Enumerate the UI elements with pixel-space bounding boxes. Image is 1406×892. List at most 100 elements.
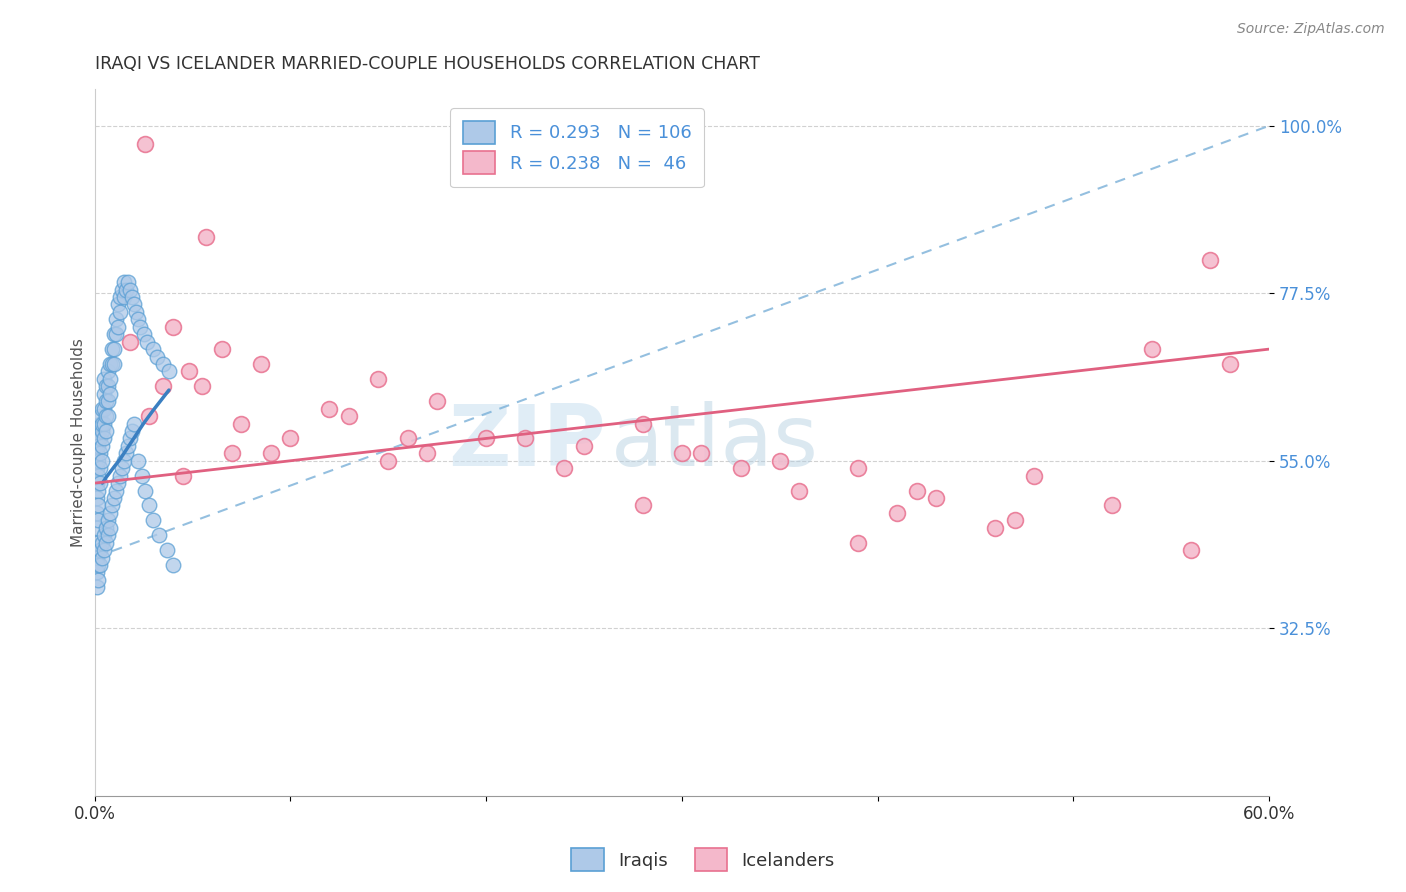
Point [221, 446, 243, 460]
Point [157, 364, 180, 378]
Point [108, 290, 131, 304]
Point [134, 483, 156, 498]
Point [337, 409, 360, 423]
Point [925, 491, 948, 505]
Point [138, 409, 160, 423]
Point [87, 483, 110, 498]
Point [98, 386, 121, 401]
Point [105, 327, 128, 342]
Point [1024, 468, 1046, 483]
Point [112, 454, 135, 468]
Point [101, 499, 124, 513]
Point [98, 521, 121, 535]
Point [690, 446, 713, 460]
Point [87, 454, 110, 468]
Point [97, 409, 120, 423]
Point [426, 394, 449, 409]
Point [118, 283, 141, 297]
Point [787, 483, 810, 498]
Point [118, 432, 141, 446]
Point [128, 319, 150, 334]
Point [103, 491, 125, 505]
Point [103, 357, 125, 371]
Point [125, 305, 148, 319]
Point [134, 137, 156, 152]
Point [162, 319, 184, 334]
Point [211, 342, 233, 356]
Point [152, 379, 174, 393]
Point [121, 290, 143, 304]
Point [1180, 543, 1202, 558]
Point [367, 372, 389, 386]
Point [148, 528, 170, 542]
Point [475, 432, 498, 446]
Point [769, 454, 792, 468]
Point [138, 499, 160, 513]
Point [1101, 499, 1123, 513]
Point [87, 432, 110, 446]
Text: ZIP: ZIP [447, 401, 606, 483]
Point [142, 342, 165, 356]
Point [115, 446, 138, 460]
Point [89, 558, 111, 572]
Point [93, 386, 115, 401]
Point [396, 432, 419, 446]
Point [86, 521, 108, 535]
Point [93, 417, 115, 431]
Point [98, 506, 121, 520]
Point [91, 417, 114, 431]
Point [631, 417, 654, 431]
Point [97, 513, 120, 527]
Point [1219, 357, 1241, 371]
Point [231, 417, 253, 431]
Point [111, 461, 134, 475]
Point [250, 357, 273, 371]
Point [572, 439, 595, 453]
Point [97, 364, 120, 378]
Point [122, 297, 145, 311]
Y-axis label: Married-couple Households: Married-couple Households [72, 338, 86, 547]
Point [108, 305, 131, 319]
Point [278, 432, 301, 446]
Point [416, 446, 439, 460]
Point [86, 566, 108, 580]
Point [177, 364, 200, 378]
Point [111, 283, 134, 297]
Point [553, 461, 575, 475]
Point [96, 394, 118, 409]
Point [96, 424, 118, 438]
Point [98, 357, 121, 371]
Point [112, 275, 135, 289]
Point [730, 461, 752, 475]
Point [97, 394, 120, 409]
Point [515, 432, 537, 446]
Point [127, 454, 149, 468]
Point [121, 424, 143, 438]
Point [1140, 342, 1163, 356]
Point [107, 297, 129, 311]
Point [162, 558, 184, 572]
Point [96, 409, 118, 423]
Point [112, 290, 135, 304]
Point [87, 439, 110, 453]
Point [98, 372, 121, 386]
Point [91, 535, 114, 549]
Point [91, 439, 114, 453]
Point [89, 476, 111, 491]
Point [377, 454, 399, 468]
Point [101, 357, 124, 371]
Point [97, 379, 120, 393]
Point [86, 506, 108, 520]
Point [86, 580, 108, 594]
Point [86, 550, 108, 565]
Point [631, 499, 654, 513]
Point [96, 379, 118, 393]
Point [152, 357, 174, 371]
Point [115, 283, 138, 297]
Point [846, 535, 869, 549]
Point [93, 543, 115, 558]
Point [156, 543, 179, 558]
Legend: R = 0.293   N = 106, R = 0.238   N =  46: R = 0.293 N = 106, R = 0.238 N = 46 [450, 108, 704, 187]
Point [846, 461, 869, 475]
Point [86, 446, 108, 460]
